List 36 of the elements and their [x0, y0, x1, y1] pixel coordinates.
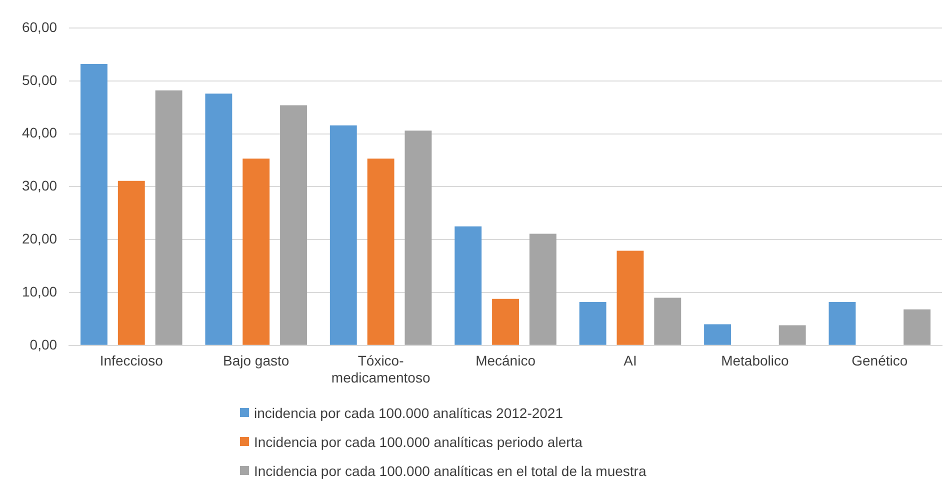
- bar: [242, 158, 270, 345]
- bar: [616, 250, 644, 345]
- x-tick-label: Bajo gasto: [223, 352, 290, 369]
- y-tick-label: 40,00: [22, 124, 58, 141]
- legend-label: Incidencia por cada 100.000 analíticas periodo alerta: [254, 434, 582, 450]
- bar: [280, 105, 307, 345]
- y-tick-label: 50,00: [22, 72, 58, 88]
- y-tick-label: 20,00: [22, 230, 58, 246]
- bar: [778, 325, 806, 345]
- legend-label: Incidencia por cada 100.000 analíticas en el total de la muestra: [254, 462, 646, 478]
- bar: [367, 158, 394, 345]
- x-tick-label: Genético: [852, 352, 908, 369]
- y-tick-label: 60,00: [22, 18, 58, 35]
- x-tick-label: AI: [624, 352, 637, 369]
- bar: [654, 298, 682, 345]
- bar: [529, 234, 556, 345]
- bar: [155, 90, 182, 345]
- y-tick-label: 0,00: [30, 336, 58, 352]
- x-tick-label: Mecánico: [476, 352, 536, 369]
- y-tick-label: 30,00: [22, 178, 58, 194]
- bar: [454, 226, 482, 345]
- x-tick-label: Infeccioso: [100, 352, 164, 369]
- bar: [828, 302, 856, 345]
- bar: [904, 309, 931, 345]
- bar: [492, 298, 519, 345]
- bar: [330, 125, 357, 345]
- bar: [118, 180, 145, 345]
- legend-label: incidencia por cada 100.000 analíticas 2012-2021: [254, 404, 564, 420]
- bar: [205, 94, 232, 345]
- bar: [579, 302, 606, 345]
- bar: [80, 64, 108, 345]
- x-tick-label: Tóxico-medicamentoso: [331, 352, 430, 386]
- bar: [404, 130, 432, 345]
- x-tick-label: Metabolico: [721, 352, 789, 369]
- y-tick-label: 10,00: [22, 283, 58, 300]
- bar: [704, 324, 731, 345]
